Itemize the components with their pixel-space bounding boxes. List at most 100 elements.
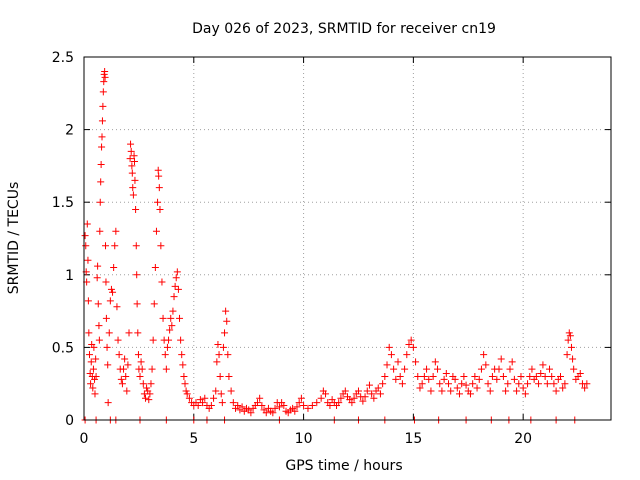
data-point	[94, 262, 102, 270]
data-point	[517, 372, 525, 380]
data-point	[300, 401, 308, 409]
data-point	[139, 380, 147, 388]
data-point	[131, 158, 139, 166]
data-point	[125, 329, 133, 337]
data-point	[383, 361, 391, 369]
data-point	[543, 380, 551, 388]
data-point	[275, 403, 283, 411]
data-point	[181, 380, 189, 388]
data-point	[374, 384, 382, 392]
data-point	[510, 375, 518, 383]
data-point	[445, 380, 453, 388]
data-point	[133, 271, 141, 279]
data-point	[92, 355, 100, 363]
data-point	[182, 387, 190, 395]
data-point	[460, 372, 468, 380]
data-point	[269, 409, 277, 417]
data-point	[102, 242, 110, 250]
data-point	[564, 336, 572, 344]
data-point	[131, 176, 139, 184]
data-point	[129, 191, 137, 199]
data-point	[166, 326, 174, 334]
data-point	[136, 372, 144, 380]
data-point	[546, 365, 554, 373]
y-tick-label: 0.5	[52, 340, 74, 356]
data-point	[173, 268, 181, 276]
data-point	[183, 390, 191, 398]
data-point	[151, 264, 159, 272]
data-point	[96, 198, 104, 206]
data-point	[112, 227, 120, 235]
data-point	[394, 358, 402, 366]
data-point	[354, 387, 362, 395]
data-point	[169, 307, 177, 315]
data-point	[416, 384, 424, 392]
data-point	[322, 390, 330, 398]
data-point	[293, 403, 301, 411]
data-point	[150, 300, 158, 308]
data-point	[376, 390, 384, 398]
data-point	[105, 329, 113, 337]
data-point	[469, 380, 477, 388]
data-point	[313, 399, 321, 407]
data-point	[508, 358, 516, 366]
data-point	[535, 380, 543, 388]
data-point	[91, 375, 99, 383]
data-point	[104, 399, 112, 407]
data-point	[396, 372, 404, 380]
data-point	[98, 117, 106, 125]
data-point	[359, 397, 367, 405]
data-point	[238, 403, 246, 411]
data-point	[210, 394, 218, 402]
data-point	[234, 401, 242, 409]
data-point	[291, 407, 299, 415]
data-point	[127, 147, 135, 155]
data-point	[495, 365, 503, 373]
data-point	[548, 372, 556, 380]
data-point	[101, 73, 109, 81]
data-point	[212, 387, 220, 395]
data-point	[425, 375, 433, 383]
data-point	[85, 329, 93, 337]
data-point	[87, 380, 95, 388]
data-point	[253, 399, 261, 407]
data-point	[145, 396, 153, 404]
data-point	[155, 172, 163, 180]
data-points	[81, 68, 591, 424]
data-point	[89, 365, 97, 373]
data-point	[262, 409, 270, 417]
data-point	[97, 160, 105, 168]
data-point	[127, 140, 135, 148]
data-point	[493, 375, 501, 383]
data-point	[451, 375, 459, 383]
data-point	[137, 358, 145, 366]
data-point	[84, 256, 92, 264]
data-point	[420, 372, 428, 380]
data-point	[99, 88, 107, 96]
x-tick-label: 0	[80, 431, 89, 447]
data-point	[407, 336, 415, 344]
data-point	[477, 365, 485, 373]
data-point	[156, 205, 164, 213]
data-point	[165, 336, 173, 344]
data-point	[179, 361, 187, 369]
data-point	[409, 343, 417, 351]
data-point	[541, 372, 549, 380]
data-point	[335, 399, 343, 407]
data-point	[154, 198, 162, 206]
data-point	[471, 372, 479, 380]
data-point	[138, 365, 146, 373]
data-point	[436, 380, 444, 388]
data-point	[141, 394, 149, 402]
data-point	[97, 178, 105, 186]
data-point	[157, 242, 165, 250]
data-point	[385, 343, 393, 351]
data-point	[95, 322, 103, 330]
data-point	[559, 384, 567, 392]
data-point	[565, 329, 573, 337]
data-point	[405, 340, 413, 348]
data-point	[155, 184, 163, 192]
data-point	[128, 169, 136, 177]
data-point	[381, 372, 389, 380]
x-tick-label: 20	[514, 431, 532, 447]
